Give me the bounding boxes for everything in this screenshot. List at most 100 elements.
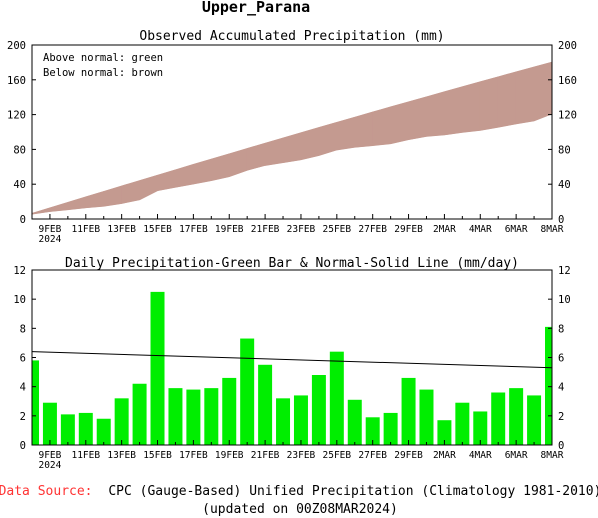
observed-accumulated-line (31, 113, 553, 215)
daily-bar (78, 412, 93, 445)
daily-1-ytick-label-left: 8 (20, 323, 26, 335)
daily-1-xtick-label: 13FEB (107, 450, 136, 461)
data-source-label: Data Source: (0, 484, 93, 499)
daily-1-xtick-label: 17FEB (179, 450, 208, 461)
daily-bar (258, 364, 273, 445)
acc-0-xtick-label: 21FEB (251, 224, 280, 235)
below-normal-segment (372, 106, 391, 146)
daily-1-xtick-label: 27FEB (358, 450, 387, 461)
acc-0-xtick-label: 9FEB (38, 224, 61, 235)
acc-0-ytick-label-right: 80 (558, 144, 571, 156)
daily-bar (311, 375, 326, 445)
acc-0-ytick-label-left: 120 (7, 110, 26, 122)
below-normal-segment (426, 91, 445, 137)
daily-bar (168, 388, 183, 446)
acc-0-ytick-label-right: 160 (558, 75, 577, 87)
daily-precipitation-chart: Daily Precipitation-Green Bar & Normal-S… (13, 256, 570, 471)
below-normal-segment (408, 96, 427, 140)
daily-bar (204, 388, 219, 446)
daily-1-ytick-label-right: 8 (558, 323, 564, 335)
daily-1-ytick-label-left: 10 (13, 294, 26, 306)
daily-1-xtick-label: 4MAR (469, 450, 492, 461)
acc-0-xtick-label: 8MAR (541, 224, 564, 235)
below-normal-segment (479, 76, 499, 131)
daily-1-xtick-label: 23FEB (287, 450, 316, 461)
accumulated-annotation-below: Below normal: brown (43, 67, 163, 79)
below-normal-segment (515, 66, 535, 125)
accumulated-chart-title: Observed Accumulated Precipitation (mm) (139, 29, 444, 44)
acc-0-ytick-label-right: 120 (558, 110, 577, 122)
acc-0-xtick-label: 6MAR (505, 224, 528, 235)
daily-1-ytick-label-right: 6 (558, 353, 564, 365)
daily-bar (32, 360, 39, 445)
daily-chart-title: Daily Precipitation-Green Bar & Normal-S… (65, 256, 519, 271)
daily-bar (491, 392, 506, 445)
acc-0-xtick-label: 4MAR (469, 224, 492, 235)
daily-bar (473, 411, 488, 445)
daily-bar (150, 291, 165, 446)
daily-bar (527, 395, 542, 445)
daily-1-ytick-label-left: 6 (20, 353, 26, 365)
daily-bar (401, 377, 416, 445)
below-normal-segment (497, 71, 517, 128)
acc-0-ytick-label-left: 0 (20, 214, 26, 226)
daily-bar (419, 389, 434, 445)
daily-bar (96, 418, 111, 445)
daily-1-xtick-label: 15FEB (143, 450, 172, 461)
data-source-text: CPC (Gauge-Based) Unified Precipitation … (108, 484, 598, 499)
daily-bar (437, 420, 452, 445)
acc-0-ytick-label-left: 160 (7, 75, 26, 87)
daily-bar (365, 417, 380, 445)
acc-0-ytick-label-right: 200 (558, 40, 577, 52)
daily-bar (60, 414, 75, 446)
acc-0-xtick-label: 15FEB (143, 224, 172, 235)
daily-plot-area: 0 0 2 2 4 4 6 6 8 8 10 10 12 12 9FEB 11FEB 13FEB 15FEB 17F… (13, 265, 570, 471)
daily-bar (293, 395, 308, 445)
acc-0-xtick-label: 27FEB (358, 224, 387, 235)
daily-bar (186, 389, 201, 445)
daily-1-xtick-label: 29FEB (394, 450, 423, 461)
daily-1-ytick-label-right: 0 (558, 440, 564, 452)
daily-1-xtick-label: 25FEB (323, 450, 352, 461)
acc-0-frame (31, 44, 553, 220)
below-normal-segment (175, 164, 194, 188)
accumulated-annotation-above: Above normal: green (43, 52, 163, 64)
acc-0-xtick-label: 23FEB (287, 224, 316, 235)
below-normal-segment (533, 61, 553, 122)
daily-1-ytick-label-left: 0 (20, 440, 26, 452)
acc-0-year-label: 2024 (38, 234, 61, 245)
daily-1-xtick-label: 2MAR (433, 450, 456, 461)
updated-note: (updated on 00Z08MAR2024) (202, 502, 398, 517)
acc-0-xtick-label: 17FEB (179, 224, 208, 235)
daily-1-ytick-label-left: 12 (13, 265, 26, 277)
data-source: Data Source: CPC (Gauge-Based) Unified P… (0, 484, 598, 499)
daily-bar (132, 383, 147, 445)
below-normal-segment (390, 101, 409, 144)
daily-bar (383, 412, 398, 445)
daily-bar (545, 326, 552, 446)
page-title: Upper_Parana (202, 0, 310, 16)
daily-bar (347, 399, 362, 445)
acc-0-xtick-label: 19FEB (215, 224, 244, 235)
daily-1-year-label: 2024 (38, 460, 61, 471)
daily-bar (509, 388, 524, 446)
daily-bar (114, 398, 129, 445)
daily-1-ytick-label-right: 12 (558, 265, 571, 277)
daily-1-xtick-label: 9FEB (38, 450, 61, 461)
daily-bar (42, 402, 57, 445)
daily-bar (240, 338, 255, 445)
below-normal-segment (462, 81, 481, 133)
daily-normal-line (31, 351, 553, 369)
accumulated-precipitation-chart: Observed Accumulated Precipitation (mm) … (7, 29, 577, 245)
accumulated-plot-area: 0 0 40 40 80 80 120 120 160 160 200 200 9FEB 11FEB 13F… (7, 40, 577, 245)
normal-accumulated-line (31, 61, 553, 214)
daily-bar (222, 377, 237, 445)
acc-0-xtick-label: 2MAR (433, 224, 456, 235)
daily-bar (276, 398, 291, 445)
daily-1-xtick-label: 8MAR (541, 450, 564, 461)
below-normal-segment (354, 111, 373, 148)
acc-0-xtick-label: 11FEB (71, 224, 100, 235)
daily-1-ytick-label-right: 2 (558, 411, 564, 423)
acc-0-xtick-label: 25FEB (323, 224, 352, 235)
below-normal-segment (444, 86, 463, 136)
